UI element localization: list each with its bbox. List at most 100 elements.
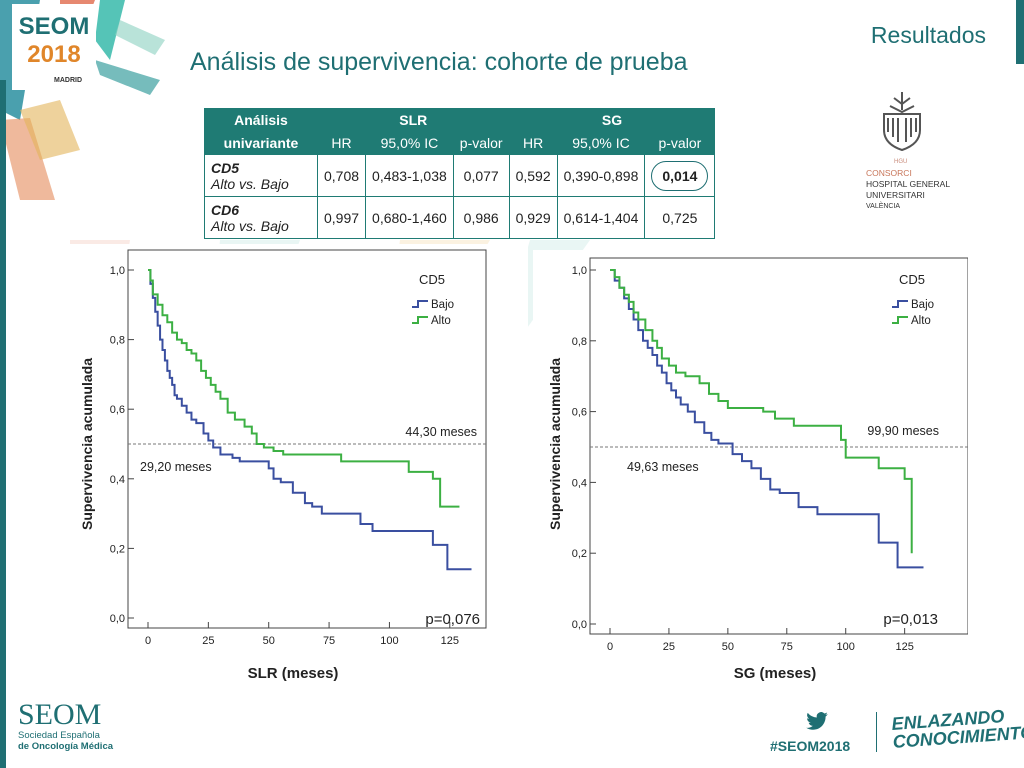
y-axis-label: Supervivencia acumulada (79, 358, 95, 530)
table-cell-highlight: 0,014 (644, 154, 716, 197)
x-tick-label: 125 (895, 641, 913, 653)
col-header: HR (316, 131, 367, 155)
x-tick-label: 100 (837, 641, 855, 653)
hospital-line-4: VALÈNCIA (866, 203, 901, 210)
row-sub: Alto vs. Bajo (211, 217, 289, 234)
section-label: Resultados (870, 22, 986, 48)
x-tick-label: 125 (441, 635, 459, 647)
hospital-line-2: HOSPITAL GENERAL (866, 179, 951, 189)
table-cell: 0,483-1,038 (365, 154, 454, 197)
footer-sub1: Sociedad Española (18, 730, 100, 741)
y-tick-label: 0,4 (572, 477, 587, 489)
col-header: 95,0% IC (365, 131, 454, 155)
hospital-logo: HGU CONSORCI HOSPITAL GENERAL UNIVERSITA… (866, 90, 996, 240)
row-label: CD6 Alto vs. Bajo (204, 196, 318, 239)
legend-swatch (412, 300, 428, 308)
table-corner-2: univariante (204, 131, 318, 155)
km-chart-sg: 0,0 0,2 0,4 0,6 0,8 1,0 0 25 50 75 100 125 Supervive… (547, 257, 968, 682)
table-cell: 0,614-1,404 (556, 196, 646, 239)
p-value-label: p=0,076 (425, 611, 480, 628)
legend-label: Alto (911, 315, 931, 327)
x-tick-label: 0 (145, 635, 151, 647)
table-cell: 0,077 (452, 154, 510, 197)
univariate-table: Análisis SLR SG univariante HR 95,0% IC … (204, 108, 716, 239)
x-tick-label: 50 (722, 641, 734, 653)
x-tick-label: 75 (781, 641, 793, 653)
p-value-label: p=0,013 (883, 611, 938, 628)
table-cell: 0,986 (452, 196, 510, 239)
col-header: p-valor (644, 131, 716, 155)
col-header: 95,0% IC (556, 131, 646, 155)
logo-seom-text: SEOM (19, 13, 90, 40)
slogan: ENLAZANDO CONOCIMIENTO (891, 705, 1024, 752)
median-label: 29,20 meses (140, 460, 212, 474)
table-row: CD5 Alto vs. Bajo 0,708 0,483-1,038 0,077… (204, 154, 716, 197)
row-name: CD6 (211, 201, 240, 218)
accent-bar-right (1016, 0, 1024, 64)
twitter-icon (806, 712, 828, 730)
row-sub: Alto vs. Bajo (211, 175, 289, 192)
table-row: CD6 Alto vs. Bajo 0,997 0,680-1,460 0,986… (204, 196, 716, 239)
x-tick-label: 75 (323, 635, 335, 647)
logo-city-text: MADRID (54, 77, 82, 84)
series-line-alto (148, 269, 460, 508)
x-tick-label: 25 (202, 635, 214, 647)
y-tick-label: 0,2 (110, 543, 125, 555)
table-group-slr: SLR (317, 108, 510, 132)
row-label: CD5 Alto vs. Bajo (204, 154, 318, 197)
series-line-bajo (610, 269, 924, 569)
row-name: CD5 (211, 159, 240, 176)
legend-label: Bajo (911, 299, 934, 311)
hospital-line-1: CONSORCI (866, 168, 912, 178)
legend-label: Alto (431, 315, 451, 327)
x-tick-label: 50 (263, 635, 275, 647)
km-charts: 0,0 0,2 0,4 0,6 0,8 1,0 0 25 50 75 100 125 Supervive… (68, 244, 968, 688)
median-label: 99,90 meses (867, 424, 939, 438)
legend-swatch (892, 316, 908, 324)
hashtag: #SEOM2018 (770, 738, 851, 754)
hospital-emblem-icon (883, 92, 921, 152)
significant-pvalue: 0,014 (651, 160, 709, 191)
plot-frame (589, 257, 968, 635)
y-tick-label: 0,4 (110, 474, 125, 486)
table-cell: 0,680-1,460 (365, 196, 454, 239)
series-line-alto (610, 269, 913, 554)
table-cell: 0,708 (316, 154, 367, 197)
table-cell: 0,592 (508, 154, 558, 197)
legend-swatch (892, 300, 908, 308)
footer-sub2: de Oncología Médica (18, 741, 114, 752)
seom-footer-logo: SEOM Sociedad Española de Oncología Médi… (18, 698, 114, 753)
footer-divider (876, 712, 877, 752)
y-tick-label: 0,0 (110, 613, 125, 625)
table-cell: 0,390-0,898 (556, 154, 646, 197)
y-tick-label: 0,8 (110, 335, 125, 347)
x-tick-label: 100 (380, 635, 398, 647)
y-tick-label: 0,2 (572, 548, 587, 560)
col-header: HR (508, 131, 558, 155)
seom2018-logo: SEOM 2018 MADRID (12, 4, 96, 90)
median-label: 49,63 meses (627, 460, 699, 474)
x-axis-label: SG (meses) (734, 665, 817, 682)
legend-label: Bajo (431, 299, 454, 311)
x-tick-label: 25 (663, 641, 675, 653)
median-label: 44,30 meses (405, 425, 477, 439)
table-cell: 0,997 (316, 196, 367, 239)
footer-seom: SEOM (18, 698, 102, 731)
km-chart-slr: 0,0 0,2 0,4 0,6 0,8 1,0 0 25 50 75 100 125 Supervive… (79, 249, 487, 682)
table-group-sg: SG (508, 108, 716, 132)
x-tick-label: 0 (607, 641, 613, 653)
logo-year-text: 2018 (27, 41, 80, 68)
accent-bar-left (0, 80, 6, 768)
y-tick-label: 1,0 (110, 265, 125, 277)
hospital-line-3: UNIVERSITARI (866, 190, 925, 200)
y-axis-label: Supervivencia acumulada (547, 358, 563, 530)
plot-frame (127, 249, 487, 629)
y-tick-label: 0,0 (572, 619, 587, 631)
table-cell: 0,929 (508, 196, 558, 239)
col-header: p-valor (452, 131, 510, 155)
hospital-emblem-caption: HGU (894, 159, 908, 165)
y-tick-label: 0,8 (572, 336, 587, 348)
legend-title: CD5 (419, 272, 445, 287)
x-axis-label: SLR (meses) (248, 665, 339, 682)
table-cell: 0,725 (644, 196, 716, 239)
